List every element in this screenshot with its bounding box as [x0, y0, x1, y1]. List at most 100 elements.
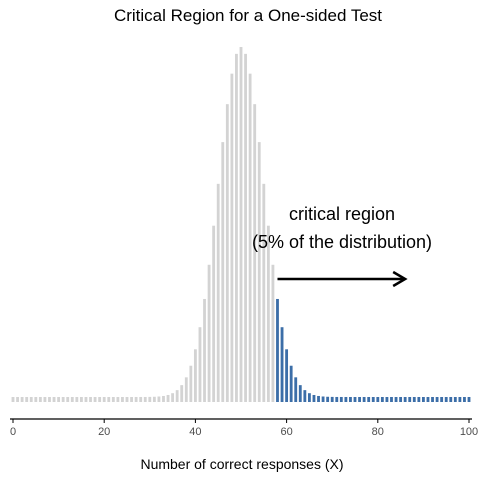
bar-41 — [198, 327, 202, 402]
bar-21 — [107, 397, 111, 402]
bar-72 — [339, 396, 343, 402]
bar-43 — [207, 264, 211, 402]
bar-63 — [298, 385, 302, 402]
bar-31 — [152, 396, 156, 402]
bar-49 — [235, 53, 238, 403]
bar-30 — [148, 396, 152, 402]
bar-75 — [353, 397, 357, 402]
bar-39 — [189, 365, 193, 402]
bar-90 — [421, 397, 425, 402]
x-tick-label-80: 80 — [372, 426, 384, 438]
bar-26 — [130, 397, 133, 402]
bar-47 — [225, 104, 229, 402]
bar-87 — [408, 397, 412, 402]
bar-69 — [326, 396, 330, 402]
bar-66 — [312, 394, 316, 402]
bar-2 — [20, 397, 24, 402]
bar-89 — [417, 397, 421, 402]
bar-34 — [166, 394, 170, 402]
arrow — [277, 270, 408, 288]
bar-52 — [248, 73, 252, 402]
bar-29 — [143, 396, 147, 402]
bar-35 — [171, 393, 175, 402]
bar-67 — [317, 395, 320, 402]
bar-6 — [38, 397, 42, 402]
x-tick-label-100: 100 — [460, 426, 478, 438]
bar-45 — [216, 183, 220, 402]
bar-44 — [212, 225, 216, 402]
bar-16 — [84, 397, 88, 402]
bar-88 — [412, 397, 416, 402]
bar-60 — [285, 349, 289, 402]
bar-19 — [98, 397, 102, 402]
bar-11 — [61, 397, 65, 402]
bar-38 — [184, 377, 188, 402]
bar-48 — [230, 73, 234, 402]
bar-93 — [435, 397, 439, 402]
bar-58 — [276, 298, 279, 402]
bar-27 — [134, 396, 138, 402]
bar-33 — [162, 395, 165, 402]
bar-15 — [79, 397, 83, 402]
bar-92 — [431, 397, 434, 402]
bar-98 — [458, 397, 462, 402]
bar-94 — [440, 397, 444, 402]
bar-81 — [380, 397, 384, 402]
bar-7 — [43, 397, 47, 402]
bar-51 — [244, 53, 247, 403]
bar-8 — [48, 397, 51, 402]
bar-99 — [463, 397, 466, 402]
bar-80 — [376, 397, 380, 402]
bar-55 — [262, 183, 266, 402]
bar-61 — [289, 365, 293, 402]
bar-56 — [266, 225, 270, 402]
bar-65 — [307, 393, 311, 402]
bar-97 — [453, 397, 457, 402]
bar-84 — [394, 397, 398, 402]
bar-32 — [157, 396, 161, 402]
annotation-critical-region: critical region — [289, 204, 395, 224]
bar-70 — [330, 396, 334, 402]
chart-title: Critical Region for a One-sided Test — [114, 6, 382, 25]
x-ticks: 0 20 40 60 80 100 — [10, 419, 478, 438]
bar-10 — [57, 397, 61, 402]
bar-42 — [203, 298, 206, 402]
bar-95 — [444, 397, 448, 402]
bar-0 — [11, 397, 15, 402]
bar-5 — [34, 397, 38, 402]
bar-71 — [335, 396, 339, 402]
bar-37 — [180, 385, 184, 402]
x-tick-label-0: 0 — [10, 426, 16, 438]
bar-64 — [303, 390, 307, 402]
bar-82 — [385, 397, 389, 402]
bar-59 — [280, 327, 284, 402]
bar-17 — [89, 397, 92, 402]
bar-23 — [116, 397, 120, 402]
bar-14 — [75, 397, 79, 402]
bar-57 — [271, 264, 275, 402]
bar-74 — [349, 397, 352, 402]
bar-100 — [467, 397, 471, 402]
bar-73 — [344, 396, 348, 402]
bar-79 — [371, 397, 375, 402]
bar-62 — [294, 377, 298, 402]
bar-13 — [70, 397, 74, 402]
x-tick-label-20: 20 — [98, 426, 110, 438]
bar-28 — [139, 396, 143, 402]
bar-77 — [362, 397, 366, 402]
bar-50 — [239, 47, 243, 402]
bar-46 — [221, 142, 225, 402]
bar-3 — [25, 397, 29, 402]
bars — [11, 47, 471, 403]
arrow-head — [392, 270, 408, 288]
bar-20 — [102, 397, 106, 402]
annotation-percent: (5% of the distribution) — [252, 232, 432, 252]
bar-18 — [93, 397, 97, 402]
x-axis-label: Number of correct responses (X) — [140, 456, 343, 472]
bar-54 — [257, 142, 261, 402]
bar-91 — [426, 397, 430, 402]
bar-85 — [399, 397, 403, 402]
x-tick-label-40: 40 — [189, 426, 201, 438]
bar-4 — [29, 397, 33, 402]
